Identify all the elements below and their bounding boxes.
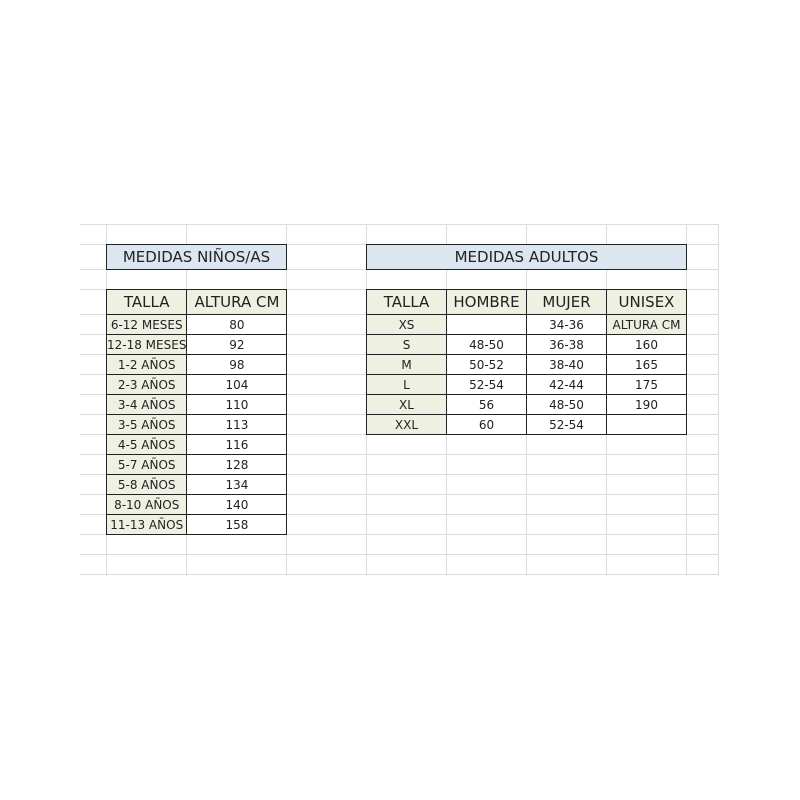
size-cell[interactable]: 2-3 AÑOS — [105, 374, 188, 395]
value-cell[interactable]: 92 — [186, 334, 288, 355]
size-cell[interactable]: S — [366, 334, 447, 355]
table-row: 5-7 AÑOS 128 — [105, 454, 288, 475]
size-cell[interactable]: 1-2 AÑOS — [105, 354, 188, 375]
grid-row-line — [80, 434, 718, 435]
table-row: 5-8 AÑOS 134 — [105, 474, 288, 495]
grid-row-line — [80, 454, 718, 455]
value-cell[interactable]: 104 — [186, 374, 288, 395]
size-cell[interactable]: 6-12 MESES — [105, 314, 188, 335]
grid-row-line — [80, 514, 718, 515]
size-cell[interactable]: XXL — [366, 414, 447, 435]
header-row: TALLA HOMBRE MUJER UNISEX — [366, 289, 687, 315]
value-cell[interactable]: 116 — [186, 434, 288, 455]
size-cell[interactable]: 4-5 AÑOS — [105, 434, 188, 455]
table-row: 4-5 AÑOS 116 — [105, 434, 288, 455]
value-cell[interactable]: 48-50 — [446, 334, 527, 355]
value-cell[interactable]: 175 — [606, 374, 687, 395]
value-cell[interactable]: 50-52 — [446, 354, 527, 375]
table-row: 1-2 AÑOS 98 — [105, 354, 288, 375]
table-row: L 52-54 42-44 175 — [366, 374, 687, 395]
size-cell[interactable]: 12-18 MESES — [105, 334, 188, 355]
size-cell[interactable]: 5-7 AÑOS — [105, 454, 188, 475]
table-row: S 48-50 36-38 160 — [366, 334, 687, 355]
value-cell[interactable]: 128 — [186, 454, 288, 475]
adults-title[interactable]: MEDIDAS ADULTOS — [366, 244, 687, 270]
grid-row-line — [80, 554, 718, 555]
table-row: 3-4 AÑOS 110 — [105, 394, 288, 415]
size-cell[interactable]: L — [366, 374, 447, 395]
size-cell[interactable]: XL — [366, 394, 447, 415]
table-row: 3-5 AÑOS 113 — [105, 414, 288, 435]
grid-row-line — [80, 534, 718, 535]
adults-title-text: MEDIDAS ADULTOS — [454, 248, 599, 266]
table-row: XS 34-36 ALTURA CM — [366, 314, 687, 335]
column-header[interactable]: TALLA — [105, 289, 188, 315]
table-row: XXL 60 52-54 — [366, 414, 687, 435]
size-cell[interactable]: M — [366, 354, 447, 375]
value-cell[interactable]: 160 — [606, 334, 687, 355]
grid-column-line — [686, 224, 687, 576]
adults-size-table: TALLA HOMBRE MUJER UNISEX XS 34-36 ALTURA CM S 4… — [366, 289, 687, 435]
size-cell[interactable]: 3-4 AÑOS — [105, 394, 188, 415]
column-header[interactable]: UNISEX — [606, 289, 687, 315]
value-cell[interactable]: 48-50 — [526, 394, 607, 415]
grid-row-line — [80, 224, 718, 225]
grid-row-line — [80, 574, 718, 575]
value-cell[interactable]: 38-40 — [526, 354, 607, 375]
column-header[interactable]: ALTURA CM — [186, 289, 288, 315]
value-cell[interactable]: 34-36 — [526, 314, 607, 335]
grid-column-line — [718, 224, 719, 576]
value-cell[interactable]: 134 — [186, 474, 288, 495]
grid-row-line — [80, 494, 718, 495]
table-row: 6-12 MESES 80 — [105, 314, 288, 335]
value-cell[interactable]: 110 — [186, 394, 288, 415]
value-cell[interactable]: 190 — [606, 394, 687, 415]
size-cell[interactable]: 11-13 AÑOS — [105, 514, 188, 535]
column-header[interactable]: TALLA — [366, 289, 447, 315]
table-row: 8-10 AÑOS 140 — [105, 494, 288, 515]
size-cell[interactable]: 3-5 AÑOS — [105, 414, 188, 435]
value-cell[interactable]: 113 — [186, 414, 288, 435]
column-header[interactable]: HOMBRE — [446, 289, 527, 315]
header-row: TALLA ALTURA CM — [105, 289, 288, 315]
grid-row-line — [80, 474, 718, 475]
table-row: 12-18 MESES 92 — [105, 334, 288, 355]
value-cell[interactable] — [606, 414, 687, 435]
size-cell[interactable]: 5-8 AÑOS — [105, 474, 188, 495]
kids-title[interactable]: MEDIDAS NIÑOS/AS — [106, 244, 287, 270]
value-cell[interactable]: 56 — [446, 394, 527, 415]
value-cell[interactable]: 165 — [606, 354, 687, 375]
table-row: M 50-52 38-40 165 — [366, 354, 687, 375]
value-cell[interactable]: 80 — [186, 314, 288, 335]
value-cell[interactable]: ALTURA CM — [606, 314, 687, 335]
kids-title-text: MEDIDAS NIÑOS/AS — [122, 248, 271, 266]
value-cell[interactable]: 36-38 — [526, 334, 607, 355]
table-row: XL 56 48-50 190 — [366, 394, 687, 415]
value-cell[interactable]: 52-54 — [526, 414, 607, 435]
table-row: 2-3 AÑOS 104 — [105, 374, 288, 395]
value-cell[interactable]: 42-44 — [526, 374, 607, 395]
size-cell[interactable]: 8-10 AÑOS — [105, 494, 188, 515]
value-cell[interactable]: 158 — [186, 514, 288, 535]
size-cell[interactable]: XS — [366, 314, 447, 335]
column-header[interactable]: MUJER — [526, 289, 607, 315]
value-cell[interactable] — [446, 314, 527, 335]
value-cell[interactable]: 52-54 — [446, 374, 527, 395]
table-row: 11-13 AÑOS 158 — [105, 514, 288, 535]
value-cell[interactable]: 140 — [186, 494, 288, 515]
kids-size-table: TALLA ALTURA CM 6-12 MESES 80 12-18 MESES 92 1… — [105, 289, 288, 535]
value-cell[interactable]: 60 — [446, 414, 527, 435]
value-cell[interactable]: 98 — [186, 354, 288, 375]
